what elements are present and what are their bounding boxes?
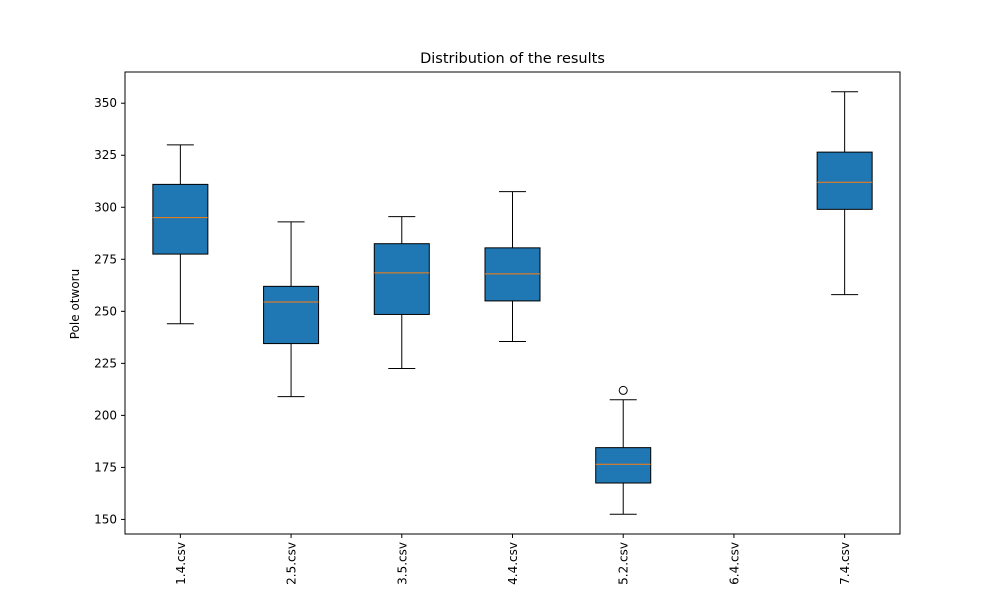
x-tick-label: 7.4.csv: [838, 542, 852, 585]
y-tick-label: 325: [94, 148, 117, 162]
box-7.4.csv: [816, 151, 873, 210]
box-4.4.csv: [484, 247, 541, 302]
outlier-point: [618, 385, 628, 395]
chart-title: Distribution of the results: [420, 51, 605, 67]
x-tick-label: 2.5.csv: [285, 542, 299, 585]
y-tick-label: 250: [94, 304, 117, 318]
y-tick-label: 225: [94, 356, 117, 370]
y-tick-label: 350: [94, 96, 117, 110]
x-tick-label: 6.4.csv: [727, 542, 741, 585]
box-2.5.csv: [263, 285, 320, 345]
y-tick-label: 200: [94, 408, 117, 422]
box-1.4.csv: [152, 183, 209, 255]
plot-area: 150 175 200 225 250 275 300 325 350 1.4.csv 2.5.cs…: [94, 71, 901, 585]
box-5.2.csv: [595, 447, 652, 484]
x-tick-label: 4.4.csv: [506, 542, 520, 585]
box-3.5.csv: [373, 243, 430, 315]
y-tick-label: 175: [94, 460, 117, 474]
y-axis-label: Pole otworu: [68, 269, 82, 339]
y-tick-label: 300: [94, 200, 117, 214]
x-tick-label: 1.4.csv: [174, 542, 188, 585]
y-tick-label: 150: [94, 512, 117, 526]
y-tick-label: 275: [94, 252, 117, 266]
x-tick-label: 5.2.csv: [617, 542, 631, 585]
x-tick-label: 3.5.csv: [395, 542, 409, 585]
